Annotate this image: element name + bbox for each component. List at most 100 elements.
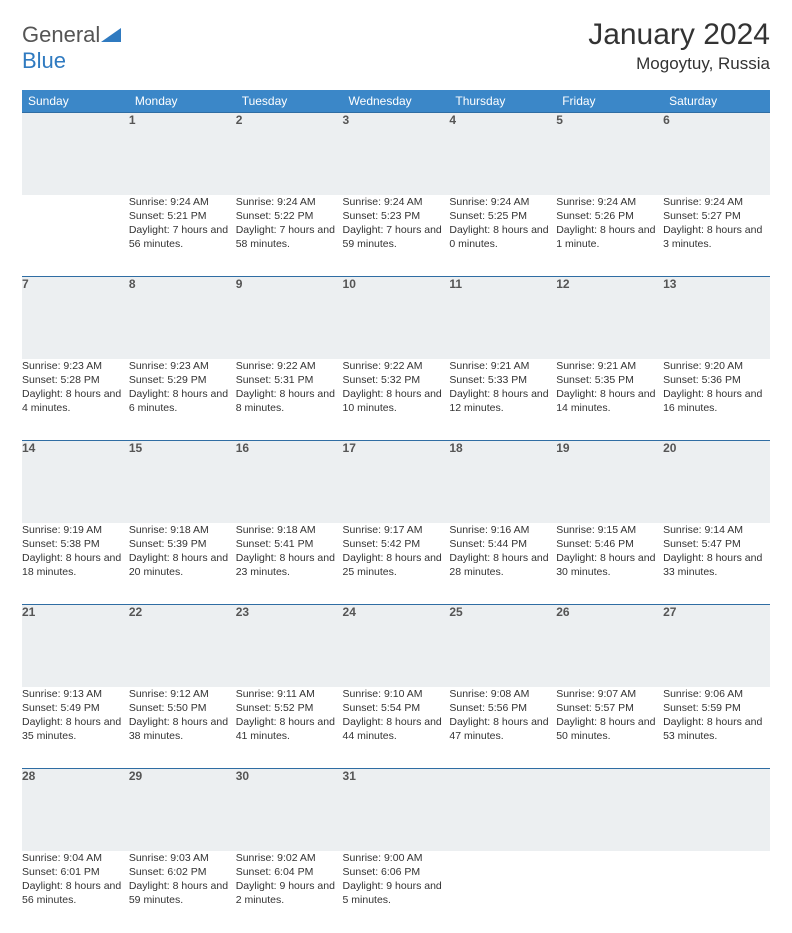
daylight-text: Daylight: 8 hours and 56 minutes. — [22, 879, 129, 907]
day-content-cell: Sunrise: 9:24 AMSunset: 5:26 PMDaylight:… — [556, 195, 663, 277]
daylight-text: Daylight: 8 hours and 44 minutes. — [343, 715, 450, 743]
day-number-cell: 12 — [556, 277, 663, 359]
sunset-text: Sunset: 5:32 PM — [343, 373, 450, 387]
day-number-cell: 4 — [449, 113, 556, 195]
daylight-text: Daylight: 8 hours and 25 minutes. — [343, 551, 450, 579]
day-number-cell: 28 — [22, 769, 129, 851]
sunrise-text: Sunrise: 9:24 AM — [343, 195, 450, 209]
sunset-text: Sunset: 5:25 PM — [449, 209, 556, 223]
sunrise-text: Sunrise: 9:04 AM — [22, 851, 129, 865]
day-number-cell: 5 — [556, 113, 663, 195]
brand-logo: General Blue — [22, 18, 121, 74]
day-number-cell: 14 — [22, 441, 129, 523]
triangle-icon — [101, 22, 121, 48]
sunrise-text: Sunrise: 9:12 AM — [129, 687, 236, 701]
day-number-cell — [663, 769, 770, 851]
daylight-text: Daylight: 8 hours and 0 minutes. — [449, 223, 556, 251]
brand-text: General Blue — [22, 22, 121, 74]
day-content-cell: Sunrise: 9:21 AMSunset: 5:35 PMDaylight:… — [556, 359, 663, 441]
day-content-cell: Sunrise: 9:24 AMSunset: 5:22 PMDaylight:… — [236, 195, 343, 277]
day-number-cell: 11 — [449, 277, 556, 359]
day-content-cell: Sunrise: 9:18 AMSunset: 5:39 PMDaylight:… — [129, 523, 236, 605]
daylight-text: Daylight: 8 hours and 1 minute. — [556, 223, 663, 251]
day-content-cell: Sunrise: 9:11 AMSunset: 5:52 PMDaylight:… — [236, 687, 343, 769]
day-number-cell — [22, 113, 129, 195]
brand-part2: Blue — [22, 48, 66, 73]
day-content-cell: Sunrise: 9:24 AMSunset: 5:25 PMDaylight:… — [449, 195, 556, 277]
sunrise-text: Sunrise: 9:21 AM — [556, 359, 663, 373]
day-content-cell: Sunrise: 9:19 AMSunset: 5:38 PMDaylight:… — [22, 523, 129, 605]
day-number-row: 123456 — [22, 113, 770, 195]
day-number-cell: 9 — [236, 277, 343, 359]
day-content-cell: Sunrise: 9:24 AMSunset: 5:21 PMDaylight:… — [129, 195, 236, 277]
daylight-text: Daylight: 8 hours and 41 minutes. — [236, 715, 343, 743]
day-number-cell: 3 — [343, 113, 450, 195]
day-content-cell: Sunrise: 9:23 AMSunset: 5:29 PMDaylight:… — [129, 359, 236, 441]
daylight-text: Daylight: 8 hours and 47 minutes. — [449, 715, 556, 743]
sunset-text: Sunset: 5:57 PM — [556, 701, 663, 715]
sunset-text: Sunset: 6:02 PM — [129, 865, 236, 879]
day-number-cell: 7 — [22, 277, 129, 359]
daylight-text: Daylight: 7 hours and 56 minutes. — [129, 223, 236, 251]
sunrise-text: Sunrise: 9:14 AM — [663, 523, 770, 537]
day-content-cell: Sunrise: 9:04 AMSunset: 6:01 PMDaylight:… — [22, 851, 129, 933]
daylight-text: Daylight: 7 hours and 59 minutes. — [343, 223, 450, 251]
sunset-text: Sunset: 5:52 PM — [236, 701, 343, 715]
sunrise-text: Sunrise: 9:13 AM — [22, 687, 129, 701]
calendar-head: SundayMondayTuesdayWednesdayThursdayFrid… — [22, 90, 770, 113]
day-content-cell: Sunrise: 9:21 AMSunset: 5:33 PMDaylight:… — [449, 359, 556, 441]
sunset-text: Sunset: 5:47 PM — [663, 537, 770, 551]
daylight-text: Daylight: 8 hours and 50 minutes. — [556, 715, 663, 743]
sunset-text: Sunset: 5:26 PM — [556, 209, 663, 223]
sunrise-text: Sunrise: 9:03 AM — [129, 851, 236, 865]
daylight-text: Daylight: 8 hours and 38 minutes. — [129, 715, 236, 743]
day-content-cell: Sunrise: 9:23 AMSunset: 5:28 PMDaylight:… — [22, 359, 129, 441]
sunset-text: Sunset: 5:27 PM — [663, 209, 770, 223]
sunrise-text: Sunrise: 9:15 AM — [556, 523, 663, 537]
daylight-text: Daylight: 8 hours and 59 minutes. — [129, 879, 236, 907]
day-header: Wednesday — [343, 90, 450, 113]
sunset-text: Sunset: 5:46 PM — [556, 537, 663, 551]
sunrise-text: Sunrise: 9:17 AM — [343, 523, 450, 537]
day-content-row: Sunrise: 9:24 AMSunset: 5:21 PMDaylight:… — [22, 195, 770, 277]
sunrise-text: Sunrise: 9:00 AM — [343, 851, 450, 865]
sunrise-text: Sunrise: 9:19 AM — [22, 523, 129, 537]
sunrise-text: Sunrise: 9:23 AM — [22, 359, 129, 373]
sunrise-text: Sunrise: 9:16 AM — [449, 523, 556, 537]
location-subtitle: Mogoytuy, Russia — [588, 54, 770, 74]
sunset-text: Sunset: 5:29 PM — [129, 373, 236, 387]
day-content-cell — [556, 851, 663, 933]
sunset-text: Sunset: 5:42 PM — [343, 537, 450, 551]
sunset-text: Sunset: 5:23 PM — [343, 209, 450, 223]
sunrise-text: Sunrise: 9:18 AM — [129, 523, 236, 537]
day-content-row: Sunrise: 9:19 AMSunset: 5:38 PMDaylight:… — [22, 523, 770, 605]
day-content-cell: Sunrise: 9:22 AMSunset: 5:32 PMDaylight:… — [343, 359, 450, 441]
sunset-text: Sunset: 5:49 PM — [22, 701, 129, 715]
daylight-text: Daylight: 8 hours and 4 minutes. — [22, 387, 129, 415]
sunrise-text: Sunrise: 9:22 AM — [343, 359, 450, 373]
daylight-text: Daylight: 8 hours and 12 minutes. — [449, 387, 556, 415]
daylight-text: Daylight: 8 hours and 10 minutes. — [343, 387, 450, 415]
sunset-text: Sunset: 6:06 PM — [343, 865, 450, 879]
sunset-text: Sunset: 5:21 PM — [129, 209, 236, 223]
day-number-cell: 30 — [236, 769, 343, 851]
sunrise-text: Sunrise: 9:18 AM — [236, 523, 343, 537]
sunset-text: Sunset: 5:39 PM — [129, 537, 236, 551]
daylight-text: Daylight: 8 hours and 3 minutes. — [663, 223, 770, 251]
sunset-text: Sunset: 5:22 PM — [236, 209, 343, 223]
day-content-cell — [449, 851, 556, 933]
daylight-text: Daylight: 8 hours and 14 minutes. — [556, 387, 663, 415]
day-content-cell: Sunrise: 9:22 AMSunset: 5:31 PMDaylight:… — [236, 359, 343, 441]
daylight-text: Daylight: 8 hours and 35 minutes. — [22, 715, 129, 743]
day-content-row: Sunrise: 9:04 AMSunset: 6:01 PMDaylight:… — [22, 851, 770, 933]
day-number-row: 78910111213 — [22, 277, 770, 359]
day-content-cell: Sunrise: 9:07 AMSunset: 5:57 PMDaylight:… — [556, 687, 663, 769]
daylight-text: Daylight: 9 hours and 2 minutes. — [236, 879, 343, 907]
day-number-cell: 29 — [129, 769, 236, 851]
day-content-cell: Sunrise: 9:17 AMSunset: 5:42 PMDaylight:… — [343, 523, 450, 605]
day-content-cell — [663, 851, 770, 933]
day-number-row: 21222324252627 — [22, 605, 770, 687]
day-content-cell: Sunrise: 9:16 AMSunset: 5:44 PMDaylight:… — [449, 523, 556, 605]
day-number-cell: 2 — [236, 113, 343, 195]
daylight-text: Daylight: 8 hours and 28 minutes. — [449, 551, 556, 579]
